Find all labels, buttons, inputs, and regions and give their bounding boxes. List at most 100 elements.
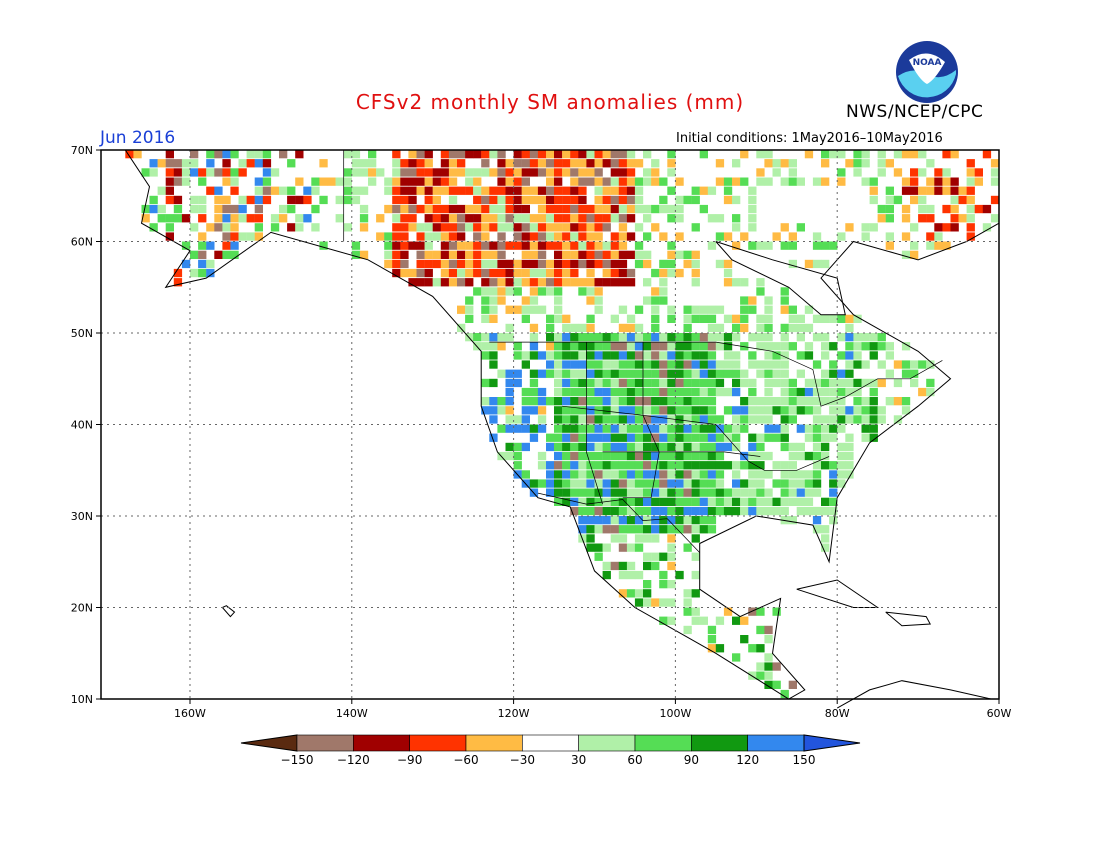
anomaly-cell bbox=[707, 305, 717, 314]
anomaly-cell bbox=[586, 314, 595, 323]
anomaly-cell bbox=[626, 159, 636, 168]
anomaly-cell bbox=[780, 342, 789, 351]
anomaly-cell bbox=[319, 195, 328, 205]
anomaly-cell bbox=[837, 397, 846, 406]
anomaly-cell bbox=[740, 296, 749, 305]
anomaly-cell bbox=[804, 406, 814, 415]
anomaly-cell bbox=[562, 451, 571, 461]
anomaly-cell bbox=[489, 333, 498, 342]
anomaly-cell bbox=[837, 387, 846, 397]
anomaly-cell bbox=[505, 387, 514, 397]
anomaly-cell bbox=[537, 397, 547, 406]
anomaly-cell bbox=[287, 204, 296, 214]
anomaly-cell bbox=[578, 150, 587, 159]
anomaly-cell bbox=[804, 323, 814, 333]
anomaly-cell bbox=[505, 223, 514, 232]
anomaly-cell bbox=[651, 268, 660, 278]
anomaly-cell bbox=[675, 506, 684, 516]
anomaly-cell bbox=[602, 479, 611, 488]
anomaly-cell bbox=[723, 268, 733, 278]
anomaly-cell bbox=[432, 168, 441, 177]
anomaly-cell bbox=[149, 204, 158, 214]
anomaly-cell bbox=[521, 314, 530, 323]
anomaly-cell bbox=[448, 241, 458, 250]
anomaly-cell bbox=[651, 525, 660, 534]
anomaly-cell bbox=[869, 387, 878, 397]
anomaly-cell bbox=[707, 635, 717, 644]
anomaly-cell bbox=[618, 241, 628, 250]
anomaly-cell bbox=[926, 214, 935, 223]
anomaly-cell bbox=[368, 150, 377, 159]
anomaly-cell bbox=[497, 369, 506, 378]
anomaly-cell bbox=[214, 223, 223, 232]
anomaly-cell bbox=[764, 415, 773, 424]
anomaly-cell bbox=[570, 451, 579, 461]
forecast-month-label: Jun 2016 bbox=[100, 128, 176, 148]
anomaly-cell bbox=[683, 369, 692, 378]
anomaly-cell bbox=[497, 204, 506, 214]
anomaly-cell bbox=[634, 333, 644, 342]
anomaly-cell bbox=[190, 223, 199, 232]
anomaly-cell bbox=[667, 552, 676, 561]
anomaly-cell bbox=[934, 223, 943, 232]
anomaly-cell bbox=[837, 351, 846, 360]
anomaly-cell bbox=[254, 223, 263, 232]
anomaly-cell bbox=[788, 516, 797, 525]
anomaly-cell bbox=[586, 470, 595, 479]
anomaly-cell bbox=[578, 250, 587, 259]
anomaly-cell bbox=[497, 278, 506, 287]
anomaly-cell bbox=[594, 223, 603, 232]
anomaly-cell bbox=[707, 397, 717, 406]
anomaly-cell bbox=[384, 259, 393, 269]
anomaly-cell bbox=[570, 150, 579, 159]
anomaly-cell bbox=[448, 159, 458, 168]
anomaly-cell bbox=[732, 369, 741, 378]
anomaly-cell bbox=[699, 397, 708, 406]
anomaly-cell bbox=[869, 342, 878, 351]
anomaly-cell bbox=[497, 259, 506, 269]
anomaly-cell bbox=[812, 461, 822, 470]
anomaly-cell bbox=[416, 268, 425, 278]
anomaly-cell bbox=[578, 195, 587, 205]
anomaly-cell bbox=[432, 177, 441, 186]
anomaly-cell bbox=[230, 177, 239, 186]
anomaly-cell bbox=[489, 415, 498, 424]
anomaly-cell bbox=[796, 497, 805, 506]
anomaly-cell bbox=[562, 479, 571, 488]
anomaly-cell bbox=[651, 223, 660, 232]
anomaly-cell bbox=[610, 488, 619, 497]
anomaly-cell bbox=[400, 168, 409, 177]
anomaly-cell bbox=[675, 177, 684, 186]
anomaly-cell bbox=[562, 186, 571, 195]
anomaly-cell bbox=[732, 616, 741, 625]
anomaly-cell bbox=[505, 451, 514, 461]
anomaly-cell bbox=[707, 479, 717, 488]
anomaly-cell bbox=[570, 204, 579, 214]
anomaly-cell bbox=[505, 442, 514, 452]
anomaly-cell bbox=[845, 461, 854, 470]
anomaly-cell bbox=[562, 378, 571, 388]
anomaly-cell bbox=[788, 342, 797, 351]
legend-swatch bbox=[522, 734, 579, 752]
anomaly-cell bbox=[643, 369, 652, 378]
anomaly-cell bbox=[740, 415, 749, 424]
anomaly-cell bbox=[165, 195, 174, 205]
anomaly-cell bbox=[610, 406, 619, 415]
anomaly-cell bbox=[602, 415, 611, 424]
anomaly-cell bbox=[497, 168, 506, 177]
anomaly-cell bbox=[683, 314, 692, 323]
anomaly-cell bbox=[448, 259, 458, 269]
anomaly-cell bbox=[570, 470, 579, 479]
anomaly-cell bbox=[869, 415, 878, 424]
anomaly-cell bbox=[546, 278, 555, 287]
anomaly-cell bbox=[667, 159, 676, 168]
anomaly-cell bbox=[400, 232, 409, 241]
coastline-hawaii bbox=[222, 605, 236, 618]
anomaly-cell bbox=[586, 342, 595, 351]
anomaly-cell bbox=[853, 159, 862, 168]
anomaly-cell bbox=[796, 223, 805, 232]
anomaly-cell bbox=[634, 461, 644, 470]
anomaly-cell bbox=[198, 232, 207, 241]
legend-label: 30 bbox=[571, 753, 586, 767]
anomaly-cell bbox=[521, 296, 530, 305]
